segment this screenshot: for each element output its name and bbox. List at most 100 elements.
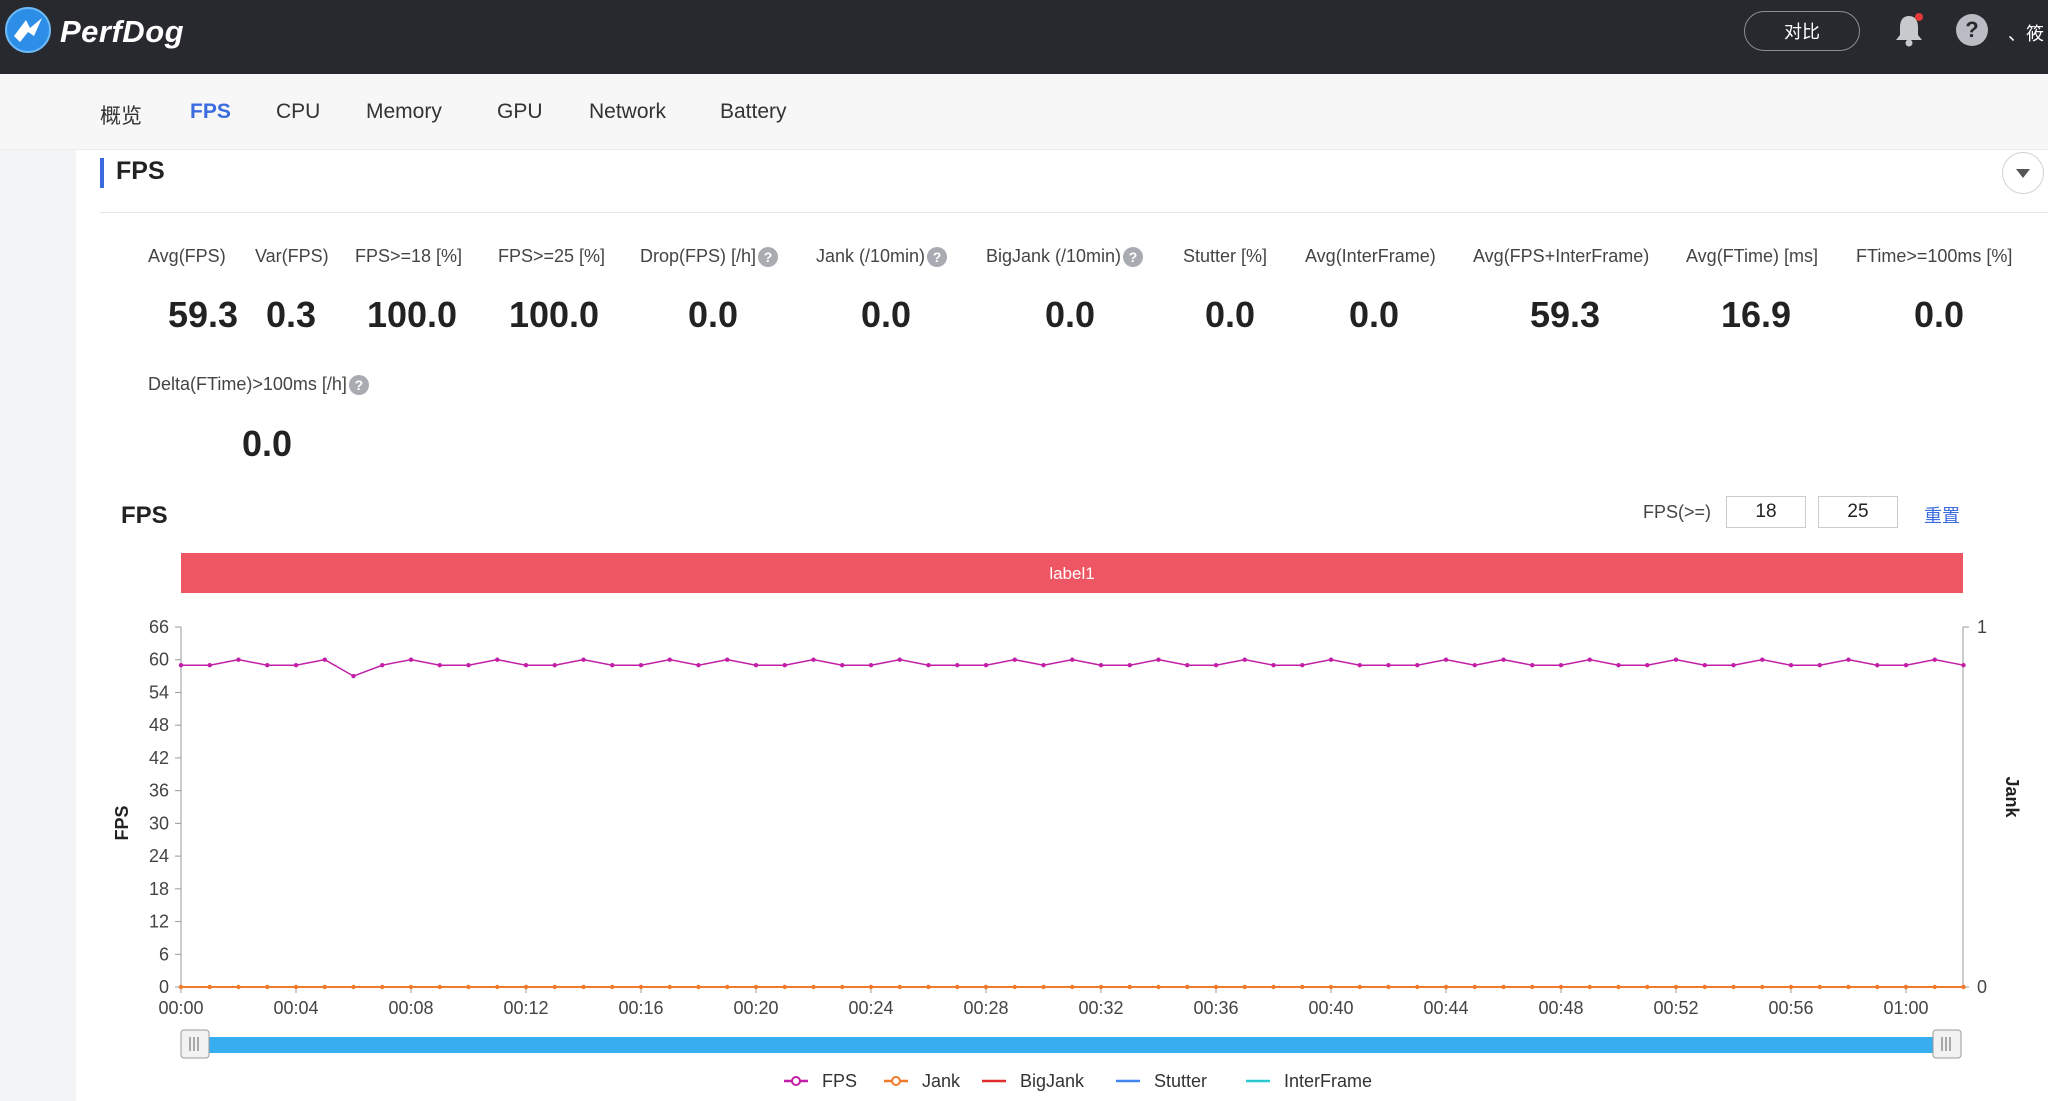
stat-label: FPS>=18 [%] — [355, 246, 463, 266]
tab-memory[interactable]: Memory — [366, 100, 442, 123]
data-point-fps — [1300, 662, 1305, 668]
y-tick-label: 24 — [149, 846, 169, 866]
data-point-fps — [1558, 662, 1564, 668]
data-point-fps — [667, 657, 672, 662]
help-icon[interactable]: ? — [1123, 246, 1144, 267]
help-icon[interactable]: ? — [348, 374, 369, 395]
data-point-fps — [1127, 662, 1132, 668]
label-band-text: label1 — [1049, 564, 1094, 583]
stat-value: 16.9 — [1720, 294, 1792, 335]
data-point-fps — [840, 662, 845, 668]
legend-label: InterFrame — [1284, 1071, 1372, 1091]
data-point-jank — [667, 984, 672, 990]
data-point-jank — [1070, 984, 1075, 990]
legend-label: Jank — [922, 1071, 961, 1091]
data-point-fps — [236, 657, 241, 662]
x-tick-label: 00:36 — [1193, 998, 1238, 1018]
y-tick-label: 42 — [149, 748, 169, 768]
data-point-jank — [1271, 984, 1276, 990]
data-point-jank — [265, 984, 270, 990]
data-point-fps — [897, 657, 902, 662]
data-point-fps — [581, 657, 586, 662]
tab-cpu[interactable]: CPU — [276, 100, 321, 123]
compare-button[interactable]: 对比 — [1744, 11, 1860, 51]
data-point-fps — [1788, 662, 1794, 668]
legend-label: Stutter — [1154, 1071, 1207, 1091]
reset-link[interactable]: 重置 — [1924, 506, 1960, 526]
data-point-fps — [1012, 657, 1017, 662]
data-point-fps — [1903, 662, 1909, 668]
data-point-fps — [1242, 657, 1247, 662]
stat-label: Avg(FPS) — [148, 246, 226, 266]
x-tick-label: 00:24 — [848, 998, 893, 1018]
data-point-jank — [926, 984, 931, 990]
tab-network[interactable]: Network — [589, 100, 667, 123]
x-tick-label: 00:52 — [1653, 998, 1698, 1018]
notification-bell-icon[interactable] — [1892, 12, 1926, 48]
x-tick-label: 00:56 — [1768, 998, 1813, 1018]
data-point-fps — [1702, 662, 1707, 668]
data-point-jank — [1012, 984, 1017, 990]
stat-value: 0.0 — [860, 294, 912, 335]
y-tick-label: 60 — [149, 650, 169, 670]
data-point-fps — [178, 662, 184, 668]
x-tick-label: 00:08 — [388, 998, 433, 1018]
tab-gpu[interactable]: GPU — [497, 100, 543, 123]
tab-battery[interactable]: Battery — [720, 100, 787, 123]
data-point-fps — [1271, 662, 1276, 668]
data-point-jank — [207, 984, 212, 990]
y-tick-label: 36 — [149, 781, 169, 801]
data-point-jank — [610, 984, 615, 990]
help-icon[interactable]: ? — [758, 246, 779, 267]
time-range-slider-track[interactable] — [191, 1037, 1951, 1053]
stat-value: 0.0 — [1204, 294, 1256, 335]
data-point-fps — [437, 662, 442, 668]
stat-label: FPS>=25 [%] — [498, 246, 606, 266]
y-tick-label: 48 — [149, 715, 169, 735]
data-point-jank — [1127, 984, 1132, 990]
data-point-fps — [1645, 662, 1650, 668]
data-point-jank — [1558, 984, 1564, 990]
fps-chart: label1 0 6 12 18 24 30 36 42 48 54 60 66 0 1 00:00 00:04… — [112, 553, 2022, 1091]
data-point-jank — [1875, 984, 1880, 990]
x-tick-label: 00:28 — [963, 998, 1008, 1018]
data-point-jank — [1357, 984, 1362, 990]
collapse-button[interactable] — [2002, 152, 2044, 194]
data-point-fps — [1443, 657, 1449, 662]
data-point-jank — [1530, 984, 1535, 990]
data-point-fps — [1415, 662, 1420, 668]
data-point-fps — [1357, 662, 1362, 668]
data-point-jank — [1788, 984, 1794, 990]
slider-right-handle[interactable] — [1932, 1029, 1962, 1059]
help-icon[interactable]: ? — [927, 246, 948, 267]
data-point-fps — [926, 662, 931, 668]
data-point-jank — [1702, 984, 1707, 990]
y-tick-label: 6 — [159, 944, 169, 964]
chart-title: FPS — [121, 502, 168, 529]
data-point-jank — [897, 984, 902, 990]
data-point-fps — [495, 657, 500, 662]
tab-overview[interactable]: 概览 — [100, 105, 142, 128]
x-tick-label: 00:40 — [1308, 998, 1353, 1018]
chevron-down-icon — [2016, 168, 2030, 178]
stat-label: Var(FPS) — [255, 246, 329, 266]
help-icon[interactable]: ? — [1956, 14, 1988, 46]
user-name[interactable]: 、筱 — [2008, 24, 2044, 44]
stat-label: Avg(FPS+InterFrame) — [1473, 246, 1650, 266]
data-point-fps — [983, 662, 989, 668]
data-point-jank — [1731, 984, 1736, 990]
data-point-fps — [322, 657, 327, 662]
data-point-fps — [207, 662, 212, 668]
fps-threshold-low-input[interactable] — [1726, 496, 1806, 528]
fps-threshold-high-input[interactable] — [1818, 496, 1898, 528]
data-point-jank — [696, 984, 701, 990]
data-point-jank — [1242, 984, 1247, 990]
tab-fps[interactable]: FPS — [190, 100, 231, 123]
slider-left-handle[interactable] — [180, 1029, 210, 1059]
fps-panel: FPS Avg(FPS) 59.3 Var(FPS) 0.3 FPS>=18 [… — [76, 150, 2048, 1101]
data-point-fps — [1472, 662, 1477, 668]
data-point-jank — [955, 984, 960, 990]
data-point-jank — [840, 984, 845, 990]
data-point-jank — [351, 984, 356, 990]
data-point-fps — [351, 673, 356, 679]
